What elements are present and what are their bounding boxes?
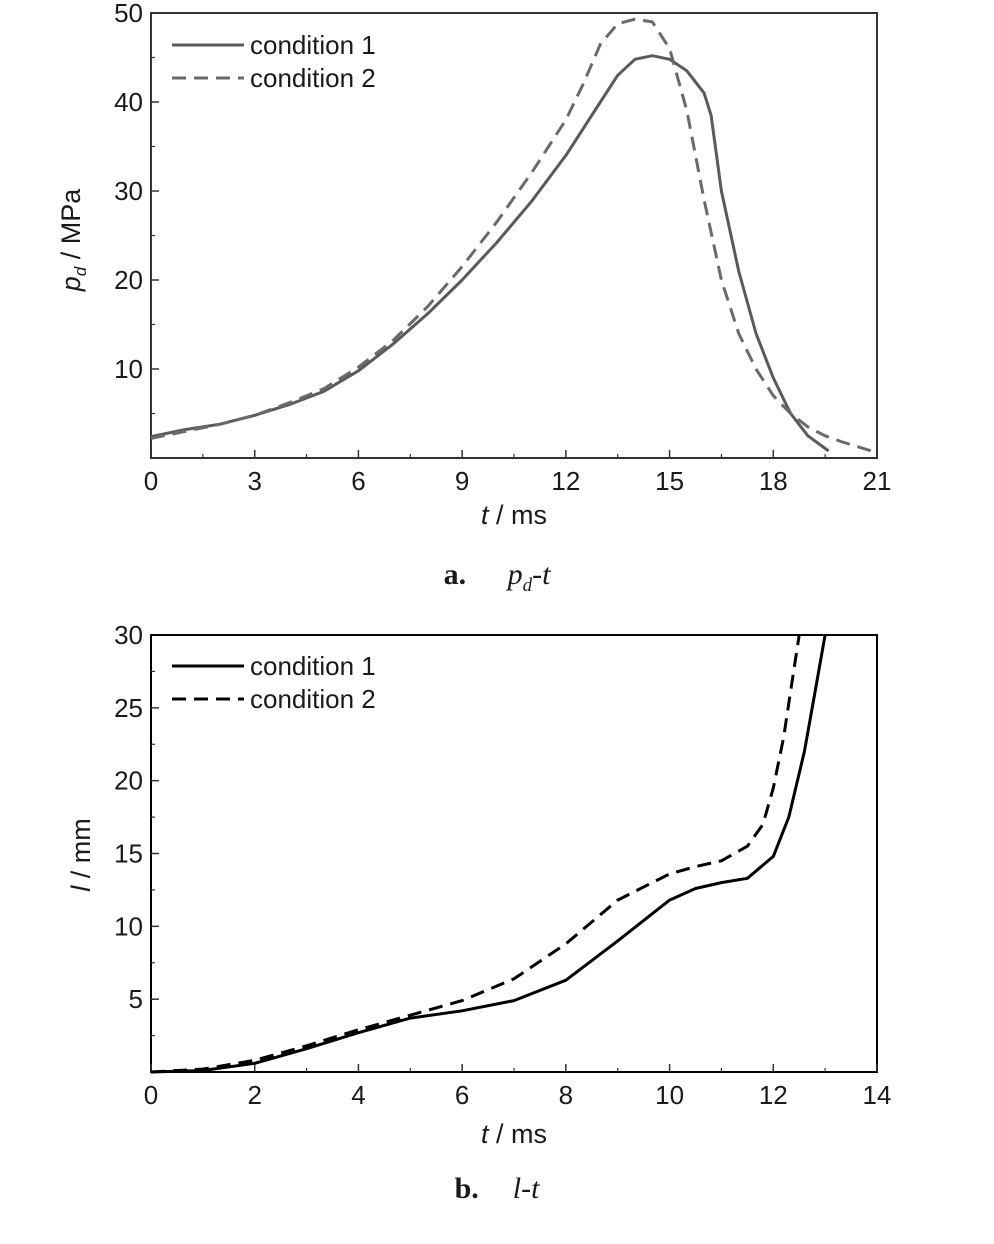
legend-label: condition 2 (250, 684, 376, 714)
y-axis-var: p (56, 276, 86, 292)
y-tick-label: 5 (129, 984, 143, 1014)
series-line-condition-2 (150, 17, 878, 455)
y-tick-label: 10 (114, 911, 143, 941)
y-axis-unit: / mm (66, 818, 96, 886)
series-line-condition-1 (150, 54, 830, 453)
y-axis-unit: / MPa (56, 188, 86, 267)
caption-letter: b. (455, 1172, 479, 1205)
y-tick-label: 30 (114, 620, 143, 650)
x-tick-label: 6 (455, 1080, 469, 1110)
caption-rest: -t (521, 1172, 540, 1205)
caption-a: a. pd-t (444, 558, 551, 596)
x-tick-label: 0 (144, 1080, 158, 1110)
x-axis-unit: / ms (489, 1119, 548, 1149)
x-tick-label: 18 (759, 466, 788, 496)
legend-label: condition 1 (250, 30, 376, 60)
x-tick-label: 3 (247, 466, 261, 496)
x-tick-label: 12 (759, 1080, 788, 1110)
caption-gap (466, 558, 474, 591)
y-tick-label: 20 (114, 265, 143, 295)
x-tick-label: 21 (863, 466, 892, 496)
x-tick-label: 4 (351, 1080, 365, 1110)
x-axis-label: t / ms (481, 500, 547, 530)
y-tick-label: 15 (114, 839, 143, 869)
y-tick-label: 10 (114, 354, 143, 384)
series-lines (150, 17, 878, 455)
caption-rest: -t (532, 558, 551, 591)
y-axis-label: pd / MPa (56, 188, 90, 293)
y-tick-label: 50 (114, 0, 143, 28)
y-tick-label: 20 (114, 766, 143, 796)
legend-label: condition 2 (250, 63, 376, 93)
x-axis-unit: / ms (489, 500, 548, 530)
x-tick-label: 12 (551, 466, 580, 496)
x-tick-label: 14 (863, 1080, 892, 1110)
chart-l-vs-t: 0 2 4 6 8 10 12 14 5 10 15 20 25 30 condition 1condit… (66, 620, 891, 1205)
x-tick-label: 15 (655, 466, 684, 496)
y-axis-var: l (66, 885, 96, 892)
x-tick-label: 0 (144, 466, 158, 496)
caption-letter: a. (444, 558, 467, 591)
x-tick-label: 9 (455, 466, 469, 496)
caption-sub: d (523, 575, 533, 596)
x-tick-label: 6 (351, 466, 365, 496)
axis-ticks: 0 3 6 9 12 15 18 21 10 20 30 40 50 (114, 0, 891, 496)
caption-var: p (506, 558, 523, 591)
x-tick-label: 8 (559, 1080, 573, 1110)
x-tick-label: 10 (655, 1080, 684, 1110)
series-line-condition-1 (150, 634, 827, 1074)
caption-b: b. l-t (455, 1172, 541, 1205)
x-axis-label: t / ms (481, 1119, 547, 1149)
y-axis-label: l / mm (66, 818, 96, 892)
series-lines (150, 634, 827, 1074)
x-axis-var: t (481, 1119, 490, 1149)
axis-ticks: 0 2 4 6 8 10 12 14 5 10 15 20 25 30 (114, 620, 891, 1110)
chart-pd-vs-t: 0 3 6 9 12 15 18 21 10 20 30 40 50 condition 1condit… (56, 0, 891, 596)
y-axis-sub: d (71, 266, 90, 276)
caption-var: l (513, 1172, 521, 1205)
x-axis-var: t (481, 500, 490, 530)
y-tick-label: 25 (114, 693, 143, 723)
x-tick-label: 2 (247, 1080, 261, 1110)
y-tick-label: 40 (114, 87, 143, 117)
y-tick-label: 30 (114, 176, 143, 206)
legend-label: condition 1 (250, 651, 376, 681)
series-line-condition-2 (150, 634, 801, 1074)
